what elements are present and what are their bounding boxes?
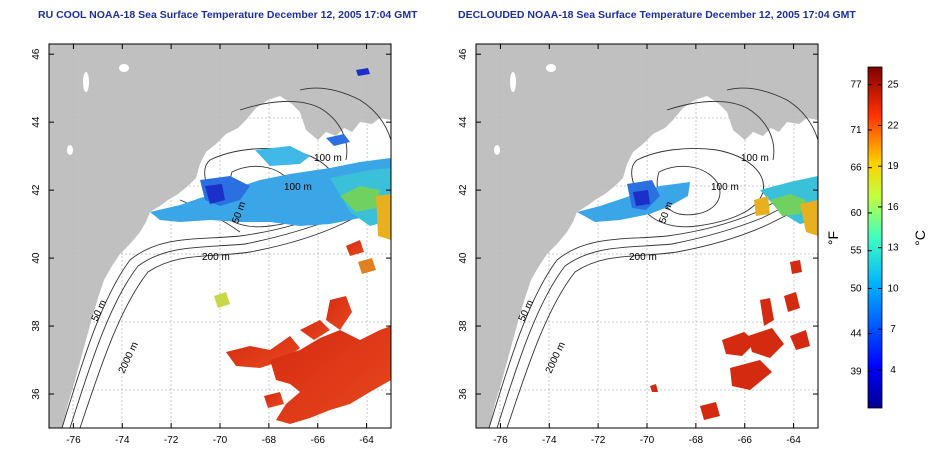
- celsius-tick-label: 16: [887, 202, 899, 213]
- celsius-tick-label: 10: [887, 283, 899, 294]
- contour-label-100m: 100 m: [741, 153, 769, 164]
- celsius-tick-label: 25: [887, 80, 899, 91]
- fahrenheit-tick-label: 77: [850, 80, 862, 91]
- lon-tick-label: -76: [66, 435, 81, 446]
- celsius-tick-label: 19: [887, 161, 899, 172]
- lon-tick-label: -68: [262, 435, 277, 446]
- fahrenheit-tick-label: 50: [850, 283, 862, 294]
- lat-tick-label: 44: [31, 116, 42, 128]
- colorbar-ticks: 25 22 19 16 13 10 7 4 77 71 66 60 55 50 44 39: [850, 80, 899, 378]
- contour-label-200m: 200 m: [629, 252, 657, 263]
- lon-tick-label: -72: [591, 435, 606, 446]
- lat-tick-label: 42: [458, 184, 469, 196]
- lon-tick-label: -64: [786, 435, 801, 446]
- celsius-tick-label: 22: [887, 120, 899, 131]
- sst-warm-patches: [650, 260, 810, 420]
- axis-ticks: -76 -74 -72 -70 -68 -66 -64 36 38 40 42 44 46: [458, 44, 818, 446]
- celsius-unit-label: °C: [912, 230, 928, 246]
- lat-tick-label: 46: [31, 48, 42, 60]
- fahrenheit-tick-label: 66: [850, 163, 862, 174]
- fahrenheit-tick-label: 60: [850, 208, 862, 219]
- lat-tick-label: 38: [458, 320, 469, 332]
- contour-label-100m-b: 100 m: [711, 182, 739, 193]
- lat-tick-label: 36: [458, 388, 469, 400]
- fahrenheit-tick-label: 44: [850, 329, 862, 340]
- celsius-tick-label: 4: [890, 365, 896, 376]
- contour-label-100m-b: 100 m: [284, 182, 312, 193]
- right-map-title: DECLOUDED NOAA-18 Sea Surface Temperatur…: [458, 9, 856, 21]
- axis-ticks: -76 -74 -72 -70 -68 -66 -64 36 38 40 42 44 46: [31, 44, 391, 446]
- sst-warm-patches: [226, 240, 391, 424]
- fahrenheit-tick-label: 71: [850, 125, 862, 136]
- celsius-tick-label: 13: [887, 243, 899, 254]
- lat-tick-label: 40: [458, 252, 469, 264]
- celsius-tick-label: 7: [890, 324, 896, 335]
- lat-tick-label: 44: [458, 116, 469, 128]
- land-mass: [49, 44, 391, 428]
- fahrenheit-tick-label: 55: [850, 246, 862, 257]
- land-mass: [476, 44, 818, 428]
- lat-tick-label: 46: [458, 48, 469, 60]
- lon-tick-label: -66: [737, 435, 752, 446]
- left-map-title: RU COOL NOAA-18 Sea Surface Temperature …: [38, 9, 418, 21]
- lon-tick-label: -76: [493, 435, 508, 446]
- fahrenheit-unit-label: °F: [825, 231, 841, 245]
- lat-tick-label: 40: [31, 252, 42, 264]
- lon-tick-label: -68: [689, 435, 704, 446]
- lon-tick-label: -66: [310, 435, 325, 446]
- lon-tick-label: -74: [115, 435, 130, 446]
- contour-label-100m: 100 m: [314, 153, 342, 164]
- lat-tick-label: 36: [31, 388, 42, 400]
- sst-cold-patches: [150, 68, 391, 308]
- lat-tick-label: 42: [31, 184, 42, 196]
- contour-label-200m: 200 m: [202, 252, 230, 263]
- colorbar-gradient: [867, 66, 883, 409]
- fahrenheit-tick-label: 39: [850, 366, 862, 377]
- lon-tick-label: -64: [359, 435, 374, 446]
- lon-tick-label: -70: [640, 435, 655, 446]
- lat-tick-label: 38: [31, 320, 42, 332]
- lon-tick-label: -70: [213, 435, 228, 446]
- lon-tick-label: -72: [164, 435, 179, 446]
- lon-tick-label: -74: [542, 435, 557, 446]
- sst-cold-patches: [577, 176, 818, 236]
